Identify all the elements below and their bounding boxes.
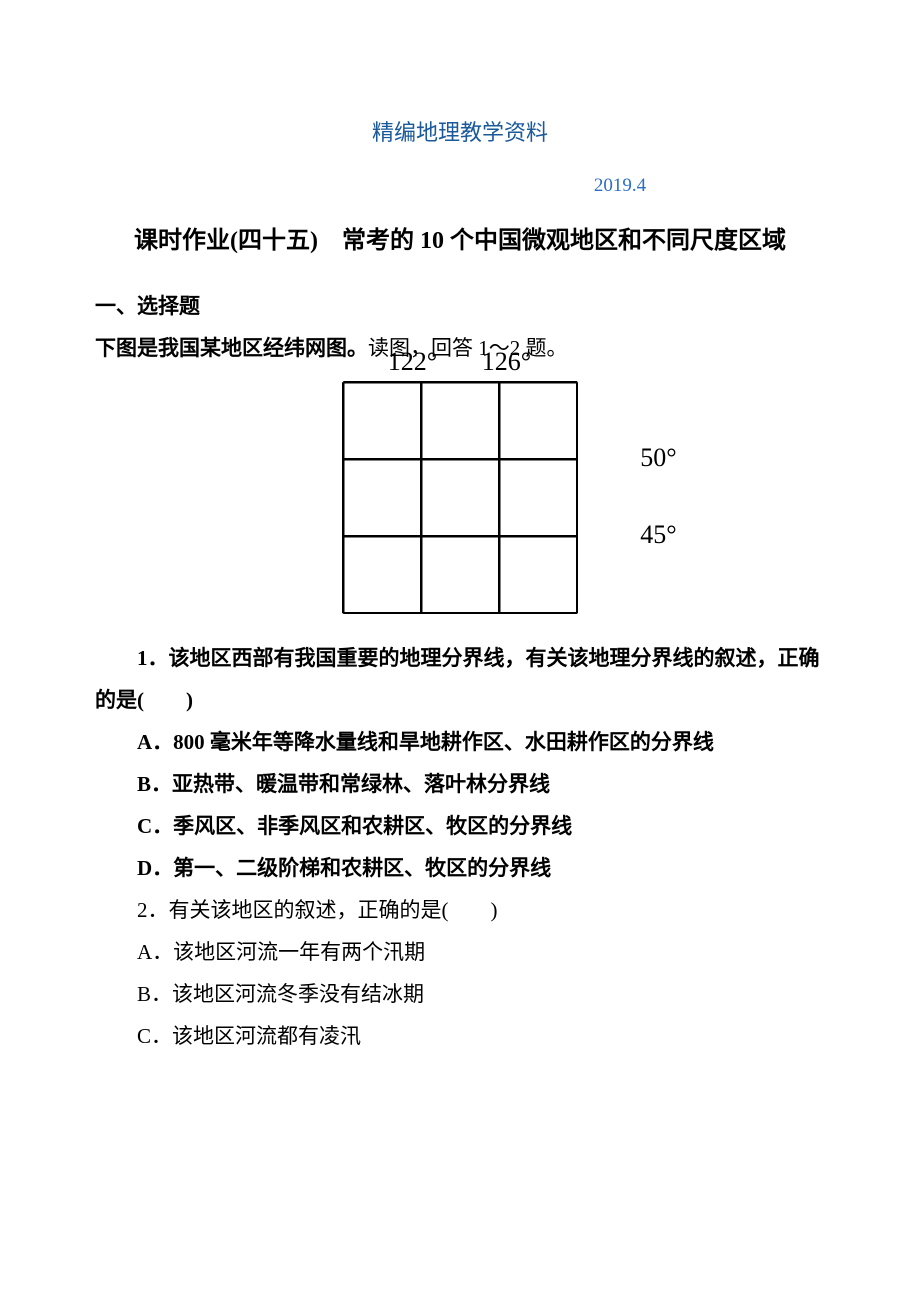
grid-wrap: 122° 126° 50° 45° [342,381,579,615]
q1-opt-b-text: B．亚热带、暖温带和常绿林、落叶林分界线 [137,772,550,796]
instruction-bold: 下图是我国某地区经纬网图。 [95,336,368,360]
longitude-label-122: 122° [388,347,437,377]
q2-option-a: A．该地区河流一年有两个汛期 [95,931,825,973]
q1-option-a: A．800 毫米年等降水量线和旱地耕作区、水田耕作区的分界线 [95,721,825,763]
instruction-text: 下图是我国某地区经纬网图。读图，回答 1～2 题。 [95,327,825,369]
q1-option-b: B．亚热带、暖温带和常绿林、落叶林分界线 [95,763,825,805]
latitude-label-50: 50° [640,443,676,473]
main-title: 课时作业(四十五) 常考的 10 个中国微观地区和不同尺度区域 [95,219,825,265]
q2-opt-c-text: C．该地区河流都有凌汛 [137,1024,361,1048]
q1-option-c: C．季风区、非季风区和农耕区、牧区的分界线 [95,805,825,847]
super-title: 精编地理教学资料 [95,115,825,147]
q2-option-b: B．该地区河流冬季没有结冰期 [95,973,825,1015]
longitude-label-126: 126° [482,347,531,377]
section-heading-1: 一、选择题 [95,285,825,327]
q1-option-d: D．第一、二级阶梯和农耕区、牧区的分界线 [95,847,825,889]
figure-grid-map: 122° 126° 50° 45° [95,381,825,620]
q1-opt-d-text: D．第一、二级阶梯和农耕区、牧区的分界线 [137,856,551,880]
q1-opt-c-text: C．季风区、非季风区和农耕区、牧区的分界线 [137,814,572,838]
date-line: 2019.4 [95,175,825,197]
q2-opt-b-text: B．该地区河流冬季没有结冰期 [137,982,424,1006]
q2-opt-a-text: A．该地区河流一年有两个汛期 [137,940,425,964]
q2-option-c: C．该地区河流都有凌汛 [95,1015,825,1057]
grid-svg [342,381,579,615]
q1-stem: 1．该地区西部有我国重要的地理分界线，有关该地理分界线的叙述，正确的是( ) [95,637,825,721]
latitude-label-45: 45° [640,520,676,550]
q2-stem: 2．有关该地区的叙述，正确的是( ) [95,889,825,931]
